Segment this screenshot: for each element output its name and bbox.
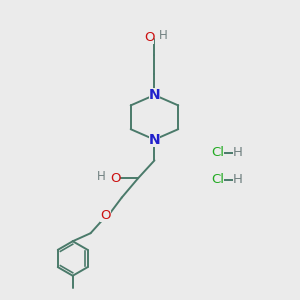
Text: O: O bbox=[100, 209, 111, 222]
Text: N: N bbox=[148, 133, 160, 147]
Text: H: H bbox=[158, 29, 167, 42]
Text: H: H bbox=[97, 170, 106, 183]
Text: Cl: Cl bbox=[211, 173, 224, 186]
Text: O: O bbox=[144, 31, 154, 44]
Text: N: N bbox=[148, 88, 160, 102]
Text: O: O bbox=[110, 172, 121, 185]
Text: H: H bbox=[233, 173, 243, 186]
Text: Cl: Cl bbox=[211, 146, 224, 160]
Text: H: H bbox=[233, 146, 243, 160]
